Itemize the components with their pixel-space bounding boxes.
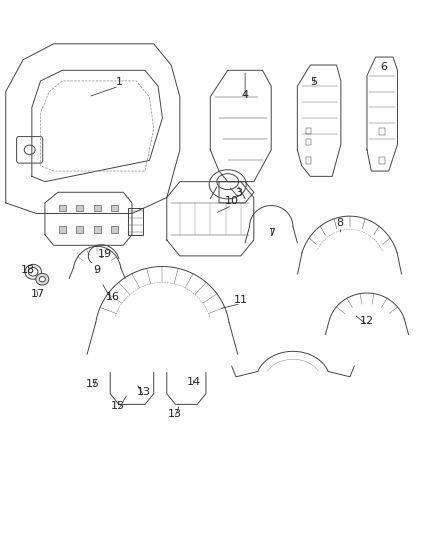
Bar: [76, 205, 83, 212]
Text: 14: 14: [187, 377, 201, 387]
Text: 7: 7: [268, 228, 276, 238]
Text: 10: 10: [225, 196, 239, 206]
Text: 15: 15: [86, 379, 100, 389]
Text: 15: 15: [111, 401, 125, 411]
Text: 8: 8: [336, 218, 343, 228]
Text: 12: 12: [360, 316, 374, 326]
Bar: [127, 208, 143, 235]
Bar: [59, 205, 66, 212]
Text: 18: 18: [21, 265, 35, 275]
Text: 13: 13: [168, 409, 182, 419]
Bar: [111, 226, 118, 232]
Bar: [379, 127, 385, 135]
Ellipse shape: [25, 264, 42, 279]
Text: 4: 4: [241, 90, 249, 100]
Text: 6: 6: [380, 62, 387, 72]
Text: 9: 9: [94, 265, 101, 275]
Text: 11: 11: [234, 295, 248, 305]
Bar: [379, 157, 385, 164]
Text: 19: 19: [98, 249, 112, 260]
Text: 3: 3: [235, 188, 242, 198]
Bar: [94, 226, 101, 232]
Bar: [111, 205, 118, 212]
Text: 16: 16: [106, 292, 120, 302]
Bar: [76, 226, 83, 232]
Ellipse shape: [39, 277, 46, 282]
Bar: [306, 139, 311, 145]
Bar: [306, 157, 311, 164]
Text: 1: 1: [115, 77, 122, 87]
Bar: [306, 128, 311, 134]
Bar: [59, 226, 66, 232]
Bar: [94, 205, 101, 212]
Ellipse shape: [36, 273, 49, 285]
Text: 17: 17: [32, 289, 46, 299]
Text: 5: 5: [311, 77, 318, 87]
Text: 13: 13: [137, 387, 151, 397]
Ellipse shape: [28, 268, 38, 276]
